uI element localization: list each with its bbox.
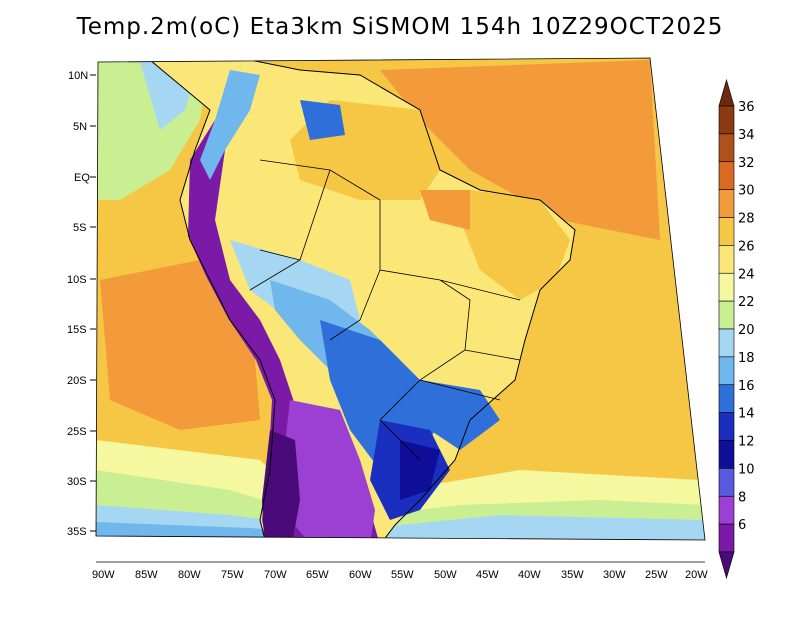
colorbar-swatch	[718, 245, 735, 274]
northeast-brazil	[460, 190, 570, 300]
colorbar-label: 34	[738, 128, 755, 143]
east-coastline	[149, 58, 576, 540]
colorbar-label: 6	[738, 518, 746, 533]
lat-label-20s: 20S	[67, 375, 87, 387]
lon-label-80w: 80W	[178, 569, 201, 581]
colorbar-swatch	[718, 495, 735, 525]
colorbar-max-arrow	[718, 78, 735, 107]
lon-label-65w: 65W	[306, 569, 329, 581]
colorbar: 36 34 32 30 28 26 24 22 20 18 16 14 12 10 8 6	[718, 78, 755, 580]
lon-label-60w: 60W	[349, 569, 372, 581]
atlantic-warm-zone	[380, 60, 660, 240]
colorbar-swatch	[718, 440, 735, 469]
colorbar-min-arrow	[718, 551, 735, 580]
lat-label-10n: 10N	[68, 70, 88, 82]
colorbar-label: 20	[738, 323, 755, 338]
colorbar-swatch	[718, 272, 735, 302]
lat-label-25s: 25S	[67, 426, 87, 438]
colorbar-label: 18	[738, 351, 755, 366]
colorbar-swatch	[718, 384, 735, 413]
colorbar-swatch	[718, 300, 735, 330]
lat-label-eq: EQ	[74, 172, 90, 184]
lon-label-90w: 90W	[92, 569, 115, 581]
lon-label-40w: 40W	[518, 569, 541, 581]
longitude-axis: 90W 85W 80W 75W 70W 65W 60W 55W 50W 45W …	[92, 561, 708, 581]
colorbar-swatch	[718, 523, 735, 553]
colorbar-label: 14	[738, 407, 755, 422]
lon-label-70w: 70W	[264, 569, 287, 581]
lat-label-10s: 10S	[67, 274, 87, 286]
latitude-axis: 10N 5N EQ 5S 10S 15S 20S 25S 30S 35S	[67, 70, 96, 538]
lat-label-30s: 30S	[67, 476, 87, 488]
continent-base	[150, 58, 575, 540]
lon-label-75w: 75W	[221, 569, 244, 581]
lat-label-15s: 15S	[67, 324, 87, 336]
guiana-highlands	[300, 100, 345, 140]
colorbar-label: 32	[738, 156, 755, 171]
chart-title: Temp.2m(oC) Eta3km SiSMOM 154h 10Z29OCT2…	[76, 14, 724, 40]
colorbar-label: 24	[738, 267, 755, 282]
colorbar-label: 16	[738, 379, 755, 394]
lon-label-30w: 30W	[603, 569, 626, 581]
colorbar-label: 8	[738, 490, 746, 505]
lon-label-20w: 20W	[685, 569, 708, 581]
lon-label-45w: 45W	[476, 569, 499, 581]
map-field	[96, 58, 705, 540]
colorbar-label: 36	[738, 100, 755, 115]
lat-label-5s: 5S	[73, 222, 86, 234]
southeast-brazil-cool	[420, 380, 500, 450]
lon-label-35w: 35W	[561, 569, 584, 581]
lat-label-35s: 35S	[67, 526, 87, 538]
colorbar-swatch	[718, 328, 735, 358]
colorbar-swatch	[718, 217, 735, 246]
lon-label-50w: 50W	[434, 569, 457, 581]
colorbar-swatch	[718, 105, 735, 135]
andes-coldest	[262, 430, 300, 540]
country-borders	[249, 159, 521, 461]
colorbar-swatch	[718, 468, 735, 497]
colorbar-label: 28	[738, 212, 755, 227]
colorbar-swatch	[718, 189, 735, 218]
rio-grande-cold	[400, 440, 440, 500]
west-coastline	[149, 59, 276, 540]
colorbar-swatch	[718, 161, 735, 190]
northeast-warm	[420, 190, 470, 230]
colombia-andes	[200, 70, 260, 180]
lat-label-5n: 5N	[73, 121, 87, 133]
lon-label-25w: 25W	[645, 569, 668, 581]
argentina-cool	[282, 400, 375, 540]
lon-label-55w: 55W	[391, 569, 414, 581]
colorbar-label: 30	[738, 184, 755, 199]
colorbar-swatch	[718, 412, 735, 441]
colorbar-swatch	[718, 356, 735, 386]
lon-label-85w: 85W	[135, 569, 158, 581]
colorbar-label: 10	[738, 462, 755, 477]
colorbar-label: 22	[738, 295, 755, 310]
colorbar-label: 12	[738, 435, 755, 450]
map-frame	[95, 57, 706, 541]
colorbar-label: 26	[738, 239, 755, 254]
colorbar-swatch	[718, 133, 735, 163]
